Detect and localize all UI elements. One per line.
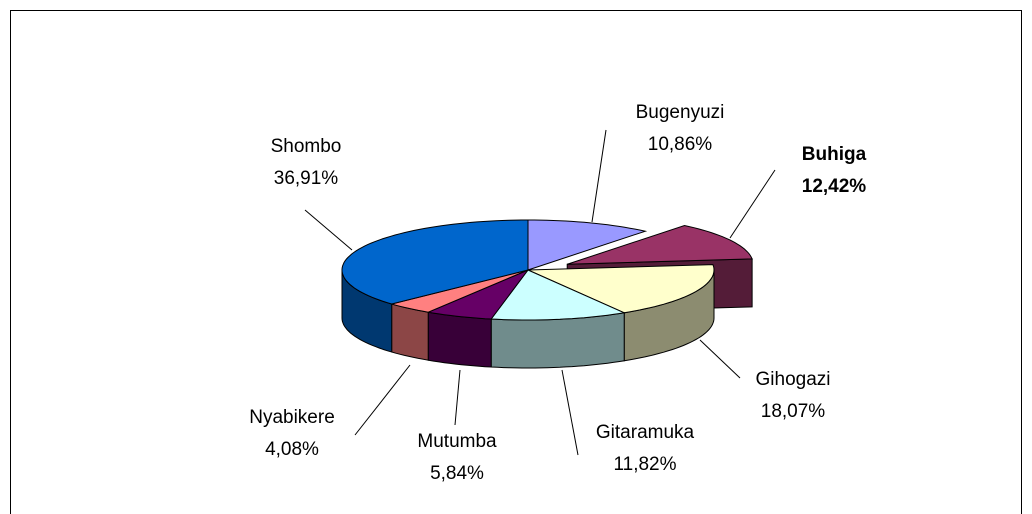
slice (490, 269, 626, 321)
slice-label: Gitaramuka (596, 422, 695, 443)
slice-label: Mutumba (417, 431, 497, 452)
leader-line (561, 369, 579, 456)
value-label: 10,86% (648, 134, 713, 155)
leader-line (729, 169, 776, 239)
slice-label: Bugenyuzi (636, 102, 725, 123)
value-label: 18,07% (761, 401, 826, 422)
leader-line (454, 369, 461, 426)
leader-line (699, 339, 741, 379)
slice (426, 268, 530, 320)
slice (567, 224, 753, 265)
slice (527, 264, 715, 314)
slice-label: Shombo (271, 136, 342, 157)
slice (341, 219, 529, 305)
value-label: 4,08% (265, 439, 319, 460)
slice-side (391, 303, 429, 361)
leader-line (304, 209, 353, 251)
value-label: 5,84% (430, 463, 484, 484)
slice-side (490, 312, 625, 369)
value-label: 11,82% (613, 454, 676, 475)
slice-side (427, 311, 492, 368)
leader-line (354, 364, 411, 436)
slice (527, 219, 648, 271)
slice (389, 269, 529, 313)
leader-line (591, 129, 607, 223)
slice-label: Gihogazi (756, 369, 831, 390)
slice-label: Nyabikere (249, 407, 335, 428)
value-label: 36,91% (274, 168, 339, 189)
value-label: 12,42% (802, 176, 867, 197)
slice-label: Buhiga (802, 144, 867, 165)
